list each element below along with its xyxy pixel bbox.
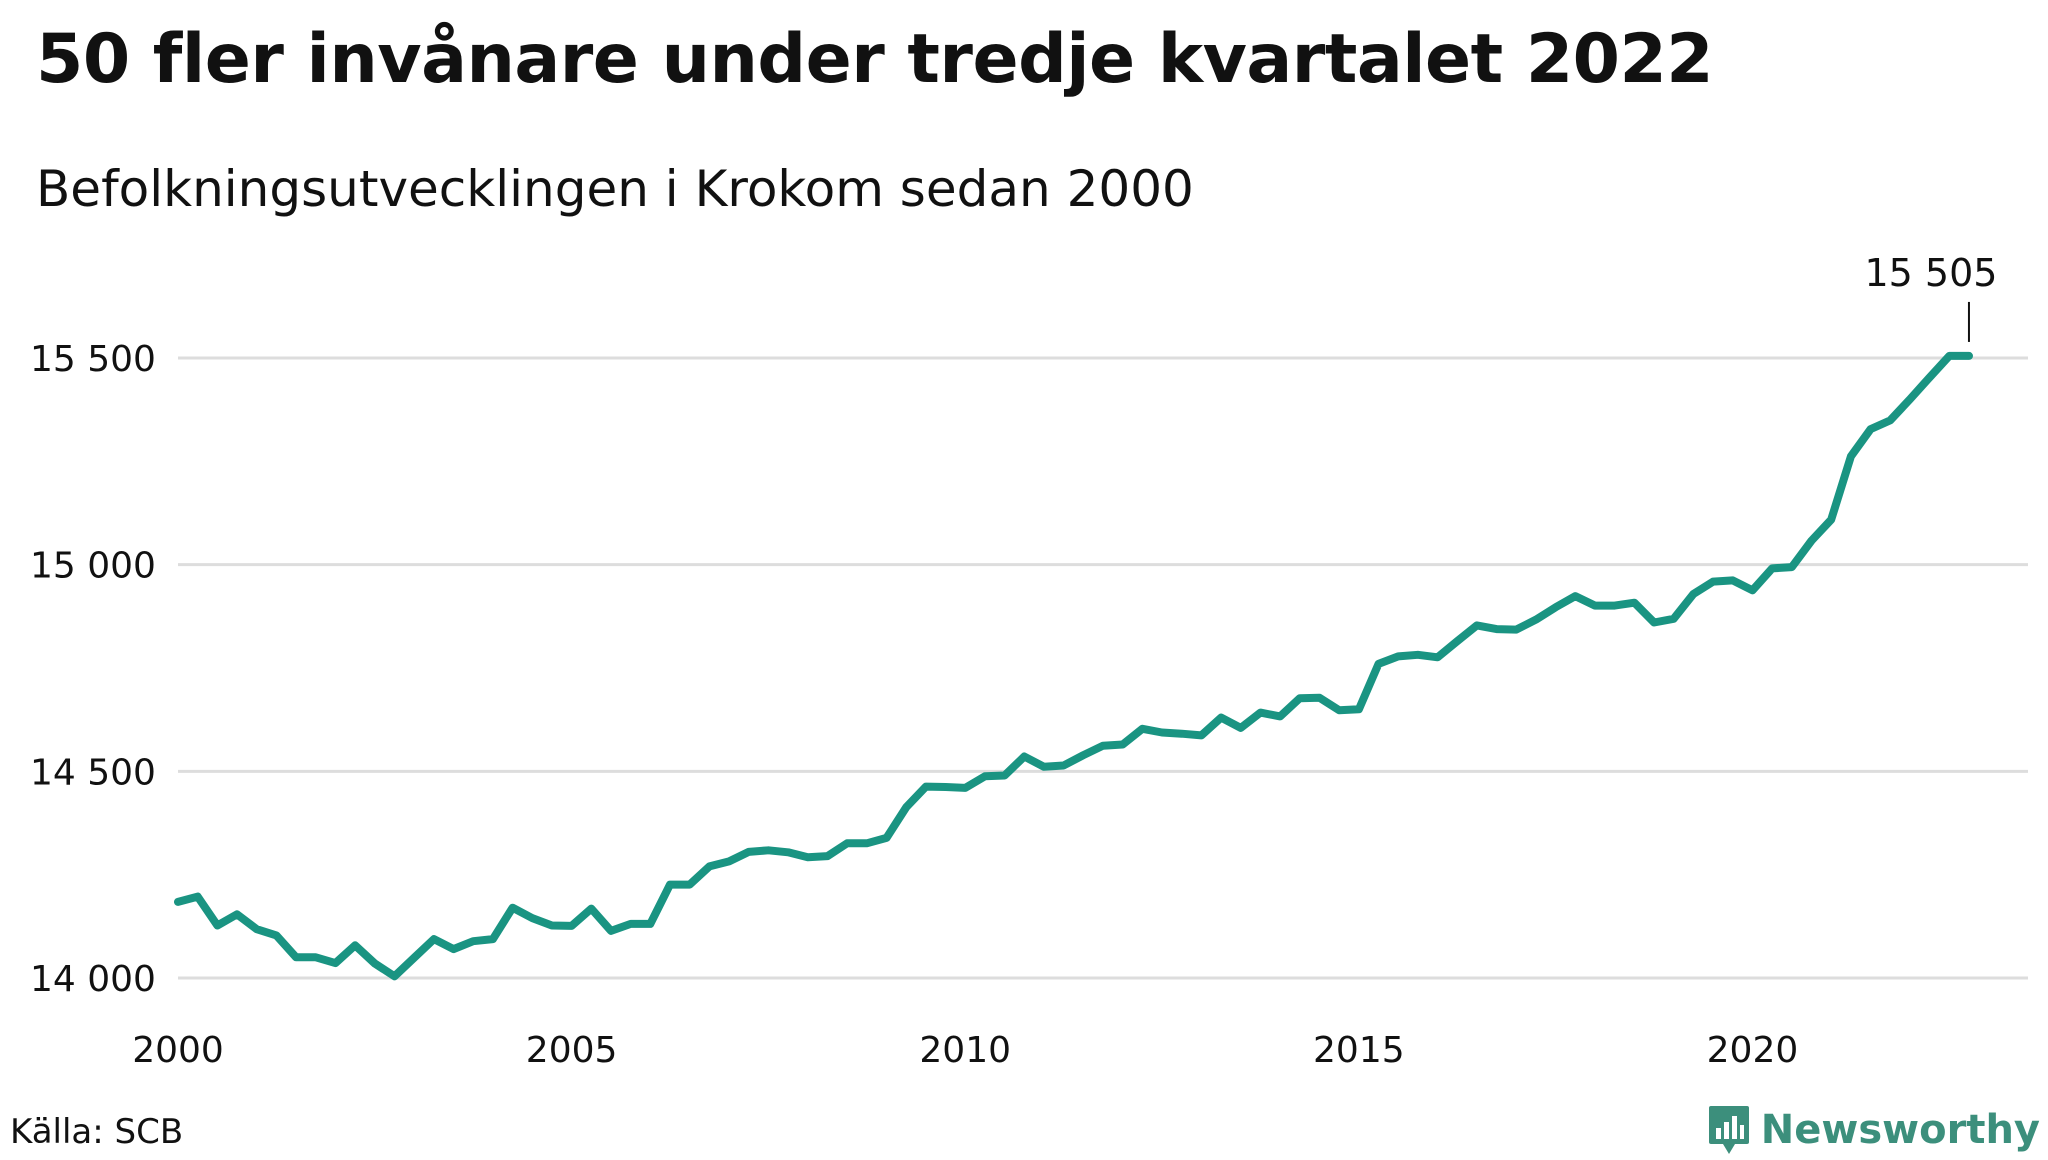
brand-logo: Newsworthy [1707,1100,2040,1160]
brand-name: Newsworthy [1760,1107,2040,1153]
y-axis-tick-labels: 14 000 14 500 15 000 15 500 [30,339,156,1000]
source-note: Källa: SCB [10,1112,184,1152]
y-tick-label-15000: 15 000 [30,546,156,587]
y-tick-label-15500: 15 500 [30,339,156,380]
y-tick-label-14000: 14 000 [30,959,156,1000]
x-axis-tick-labels: 2000 2005 2010 2015 2020 [132,1030,1798,1071]
x-tick-label-2020: 2020 [1707,1030,1799,1071]
annotation-last-value: 15 505 [1864,251,1997,295]
chart-title: 50 fler invånare under tredje kvartalet … [36,20,1714,99]
x-tick-label-2015: 2015 [1313,1030,1405,1071]
x-tick-label-2000: 2000 [132,1030,224,1071]
x-tick-label-2010: 2010 [919,1030,1011,1071]
series-layer [174,351,1973,981]
series-line-0 [174,351,1973,981]
y-tick-label-14500: 14 500 [30,752,156,793]
chart-subtitle: Befolkningsutvecklingen i Krokom sedan 2… [36,160,1194,218]
newsworthy-logo-icon [1708,1106,1749,1154]
annotation-layer: 15 505 [1864,251,1997,342]
x-tick-label-2005: 2005 [526,1030,618,1071]
gridlines [178,356,2028,980]
